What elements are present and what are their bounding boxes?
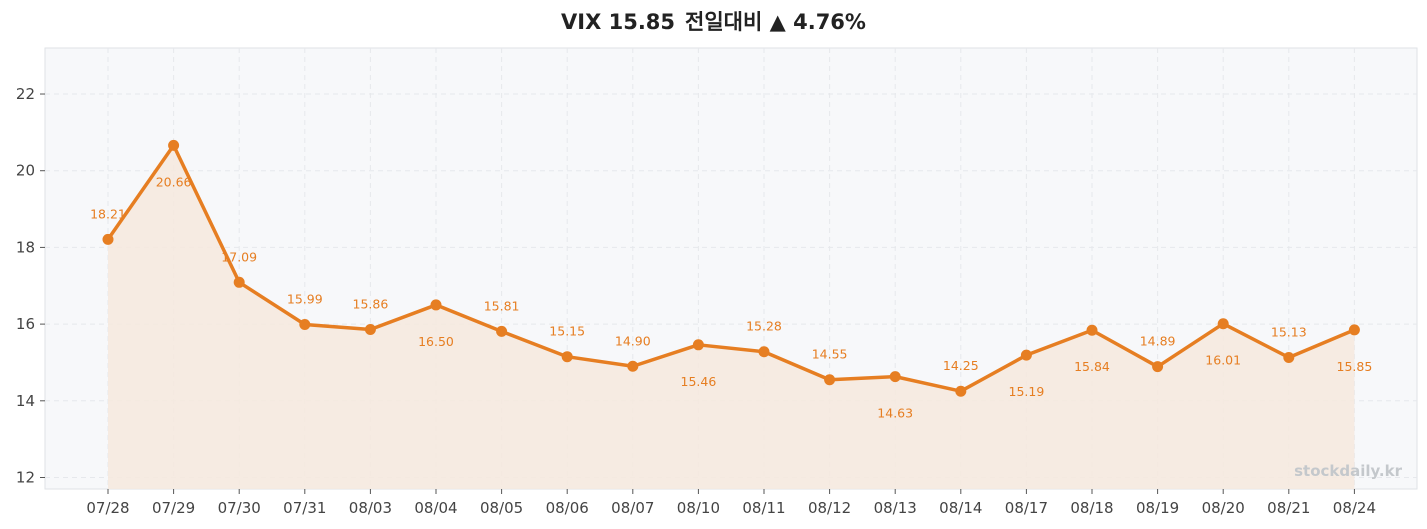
data-point	[1348, 324, 1360, 336]
data-label: 15.86	[353, 296, 389, 311]
data-point	[1020, 349, 1032, 361]
data-labels: 18.21 20.66 17.09 15.99 15.86 16.50 15.81 15.15…	[90, 174, 1372, 420]
y-tick-label: 14	[16, 392, 35, 410]
x-tick-label: 08/12	[808, 499, 851, 517]
x-tick-label: 08/07	[611, 499, 654, 517]
watermark: stockdaily.kr	[1294, 462, 1402, 480]
series-line-layer	[106, 143, 1357, 393]
data-label: 14.25	[943, 358, 979, 373]
x-tick-label: 07/29	[152, 499, 195, 517]
x-tick-label: 07/30	[218, 499, 261, 517]
x-tick-label: 08/10	[677, 499, 720, 517]
x-tick-label: 08/18	[1070, 499, 1113, 517]
y-tick-label: 12	[16, 468, 35, 486]
chart-title: VIX 15.85 전일대비 ▲ 4.76%	[0, 6, 1427, 36]
x-tick-label: 08/06	[546, 499, 589, 517]
title-value: 15.85	[608, 10, 676, 34]
data-point	[430, 299, 442, 311]
data-point	[1217, 318, 1229, 330]
data-label: 20.66	[156, 174, 192, 189]
data-point	[168, 139, 180, 151]
title-change: ▲ 4.76%	[769, 10, 866, 34]
data-label: 15.15	[549, 324, 585, 339]
series-area	[108, 145, 1355, 489]
data-point	[1086, 324, 1098, 336]
x-tick-label: 07/31	[283, 499, 326, 517]
series-line	[106, 143, 1357, 393]
data-point	[561, 351, 573, 363]
data-label: 18.21	[90, 206, 126, 221]
data-label: 15.99	[287, 291, 323, 306]
data-point	[364, 323, 376, 335]
data-point	[299, 318, 311, 330]
y-tick-label: 16	[16, 315, 35, 333]
data-label: 14.90	[615, 333, 651, 348]
x-tick-label: 08/04	[414, 499, 457, 517]
data-label: 17.09	[221, 249, 257, 264]
data-label: 16.01	[1205, 353, 1241, 368]
x-tick-label: 08/13	[874, 499, 917, 517]
y-tick-label: 22	[16, 85, 35, 103]
x-tick-label: 08/24	[1333, 499, 1376, 517]
data-label: 14.63	[877, 406, 913, 421]
x-tick-label: 08/17	[1005, 499, 1048, 517]
x-tick-label: 08/03	[349, 499, 392, 517]
y-axis: 12 14 16 18 20 22	[16, 85, 45, 486]
data-point	[889, 371, 901, 383]
data-label: 15.28	[746, 319, 782, 334]
y-tick-label: 18	[16, 238, 35, 256]
area-fill-layer	[108, 145, 1355, 489]
data-point	[1152, 361, 1164, 373]
title-change-label: 전일대비	[685, 10, 763, 34]
x-tick-label: 07/28	[86, 499, 129, 517]
data-point	[955, 385, 967, 397]
data-label: 15.46	[681, 374, 717, 389]
data-label: 15.13	[1271, 324, 1307, 339]
y-tick-label: 20	[16, 162, 35, 180]
data-point	[692, 339, 704, 351]
data-label: 16.50	[418, 334, 454, 349]
data-label: 15.85	[1337, 359, 1373, 374]
data-point	[824, 374, 836, 386]
data-label: 15.19	[1009, 384, 1045, 399]
title-symbol: VIX	[561, 10, 602, 34]
data-point	[758, 346, 770, 358]
data-point	[627, 360, 639, 372]
x-tick-label: 08/05	[480, 499, 523, 517]
x-tick-label: 08/21	[1267, 499, 1310, 517]
data-point	[496, 325, 508, 337]
data-point	[102, 233, 114, 245]
x-axis: 07/28 07/29 07/30 07/31 08/03 08/04 08/05 08/06…	[86, 489, 1376, 517]
data-points	[102, 139, 1360, 397]
x-tick-label: 08/11	[742, 499, 785, 517]
x-tick-label: 08/19	[1136, 499, 1179, 517]
data-label: 15.84	[1074, 359, 1110, 374]
data-label: 15.81	[484, 298, 520, 313]
data-label: 14.55	[812, 347, 848, 362]
data-label: 14.89	[1140, 334, 1176, 349]
x-tick-label: 08/14	[939, 499, 982, 517]
data-point	[233, 276, 245, 288]
x-tick-label: 08/20	[1202, 499, 1245, 517]
data-point	[1283, 351, 1295, 363]
